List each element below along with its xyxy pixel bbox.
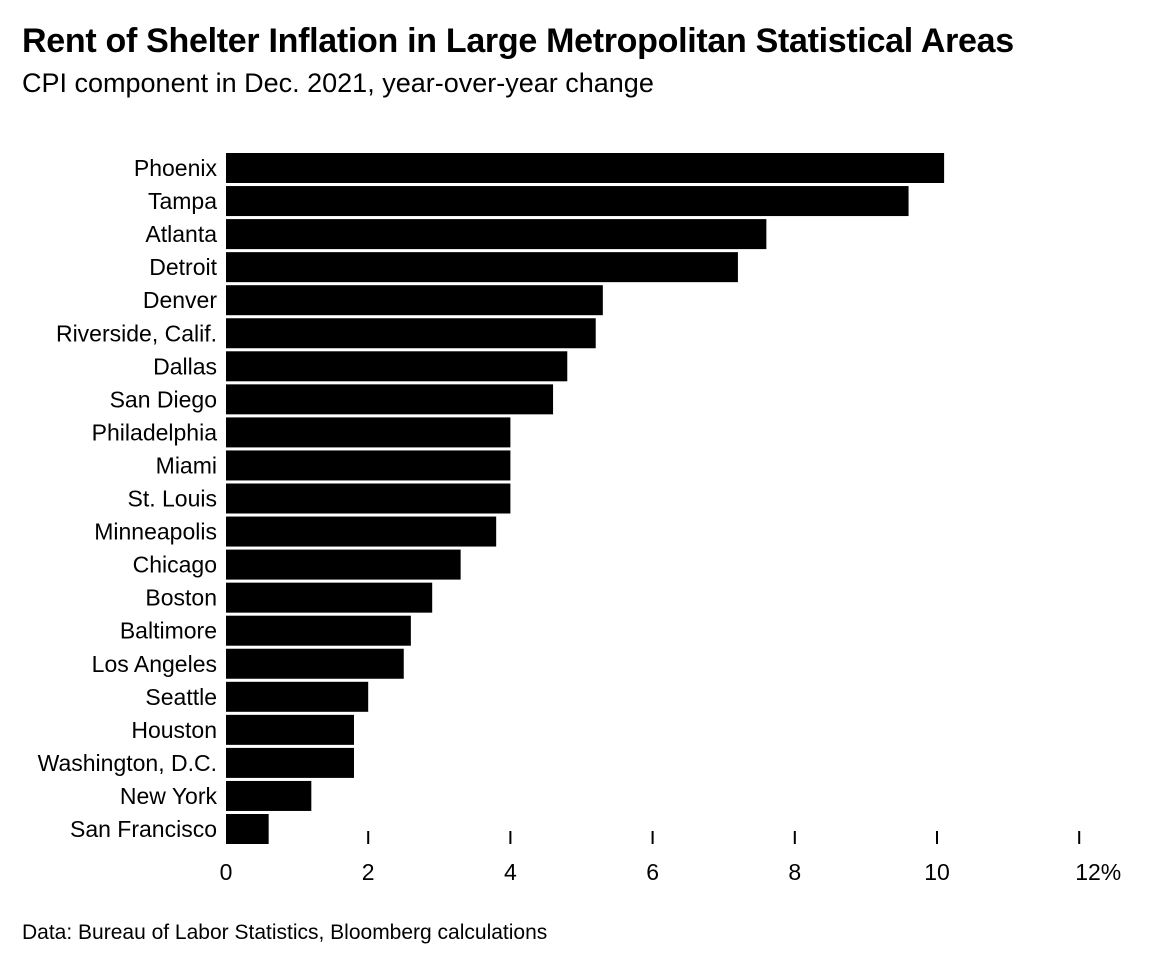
category-label: Chicago — [133, 552, 217, 578]
bar-philadelphia — [226, 417, 511, 448]
bar-chicago — [226, 549, 461, 580]
bar-riverside-calif — [226, 318, 596, 349]
category-label: Seattle — [145, 684, 217, 710]
category-label: San Francisco — [70, 816, 217, 842]
bar-atlanta — [226, 219, 767, 250]
bar-miami — [226, 450, 511, 481]
bar-denver — [226, 285, 603, 316]
bars-group — [226, 153, 945, 844]
category-label: New York — [120, 783, 218, 809]
bar-houston — [226, 714, 354, 745]
category-label: Atlanta — [145, 221, 217, 247]
category-labels: Phoenix Tampa Atlanta Detroit Denver Riversid… — [38, 155, 218, 842]
x-tick-label: 2 — [362, 859, 375, 885]
chart-title: Rent of Shelter Inflation in Large Metro… — [22, 22, 1014, 60]
category-label: Baltimore — [120, 618, 217, 644]
bar-st-louis — [226, 483, 511, 514]
bar-boston — [226, 582, 433, 613]
category-label: Philadelphia — [92, 419, 218, 445]
category-label: Los Angeles — [92, 651, 217, 677]
bar-seattle — [226, 681, 369, 712]
x-tick-label: 6 — [646, 859, 659, 885]
category-label: Tampa — [148, 188, 217, 214]
category-label: San Diego — [110, 386, 217, 412]
category-label: Washington, D.C. — [38, 750, 217, 776]
category-label: Riverside, Calif. — [56, 320, 217, 346]
bar-tampa — [226, 186, 909, 217]
x-tick-label: 8 — [788, 859, 801, 885]
x-tick-label: 10 — [924, 859, 950, 885]
source-note: Data: Bureau of Labor Statistics, Bloomb… — [22, 921, 548, 944]
bar-washington-d-c — [226, 747, 354, 778]
x-axis: 0 2 4 6 8 10 12% — [220, 831, 1121, 885]
category-label: Detroit — [149, 254, 217, 280]
category-label: Miami — [156, 452, 217, 478]
bar-detroit — [226, 252, 738, 283]
category-label: Dallas — [153, 353, 217, 379]
bar-phoenix — [226, 153, 945, 183]
category-label: Phoenix — [134, 155, 218, 181]
bar-dallas — [226, 351, 568, 382]
bar-baltimore — [226, 615, 411, 646]
x-tick-label: 4 — [504, 859, 517, 885]
bar-san-diego — [226, 384, 554, 415]
bar-new-york — [226, 780, 312, 811]
category-label: St. Louis — [128, 486, 218, 512]
category-label: Boston — [145, 585, 217, 611]
bar-los-angeles — [226, 648, 404, 679]
bar-minneapolis — [226, 516, 497, 547]
x-tick-label: 0 — [220, 859, 233, 885]
chart-subtitle: CPI component in Dec. 2021, year-over-ye… — [22, 68, 654, 98]
category-label: Denver — [143, 287, 217, 313]
category-label: Houston — [131, 717, 217, 743]
x-tick-label: 12% — [1075, 859, 1121, 885]
bar-san-francisco — [226, 814, 269, 844]
category-label: Minneapolis — [94, 519, 217, 545]
